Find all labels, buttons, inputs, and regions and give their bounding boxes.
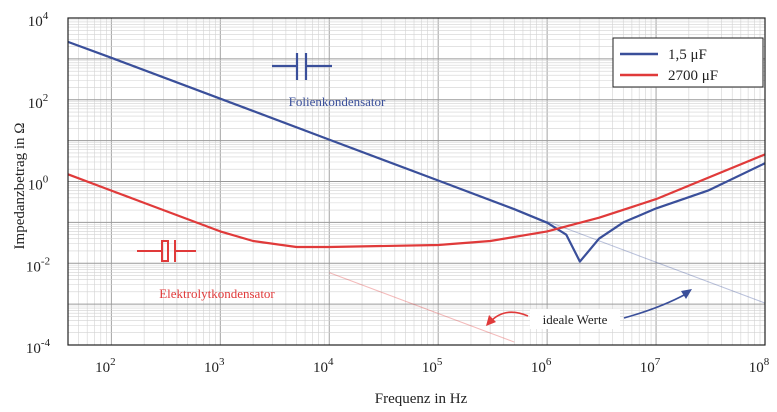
film-capacitor-label: Folienkondensator [289,94,386,109]
x-tick-label: 103 [204,356,225,376]
film-capacitor-icon [272,53,332,80]
x-tick-label: 106 [531,356,552,376]
y-tick-label: 10-4 [26,337,51,357]
ideal-lines [329,220,766,343]
ideal-arrow-red-head [486,315,496,326]
x-tick-label: 107 [640,356,661,376]
y-tick-label: 100 [28,174,49,194]
y-tick-label: 104 [28,10,49,30]
ideal-line [329,272,515,343]
y-tick-label: 10-2 [26,255,50,275]
x-tick-label: 105 [422,356,443,376]
grid [67,17,766,346]
legend-label-1: 1,5 μF [668,47,707,63]
y-axis-label: Impedanzbetrag in Ω [12,123,28,250]
y-tick-label: 102 [28,92,49,112]
x-axis-label: Frequenz in Hz [375,391,468,407]
legend-box [612,37,764,88]
plot-frame [67,17,766,346]
legend: 1,5 μF 2700 μF [612,37,764,88]
ideal-label-box [530,309,620,329]
ideal-line [546,220,766,304]
electrolytic-capacitor-label: Elektrolytkondensator [159,286,275,301]
x-tick-label: 102 [95,356,116,376]
x-tick-label: 108 [749,356,770,376]
ideal-values-label: ideale Werte [543,312,608,327]
x-tick-label: 104 [313,356,334,376]
electrolytic-capacitor-icon [137,240,196,262]
ideal-arrow-blue [623,293,687,319]
legend-label-2: 2700 μF [668,68,718,84]
ideal-arrow-blue-head [681,289,692,299]
series-lines [67,40,766,263]
series-line-2 [67,153,766,249]
